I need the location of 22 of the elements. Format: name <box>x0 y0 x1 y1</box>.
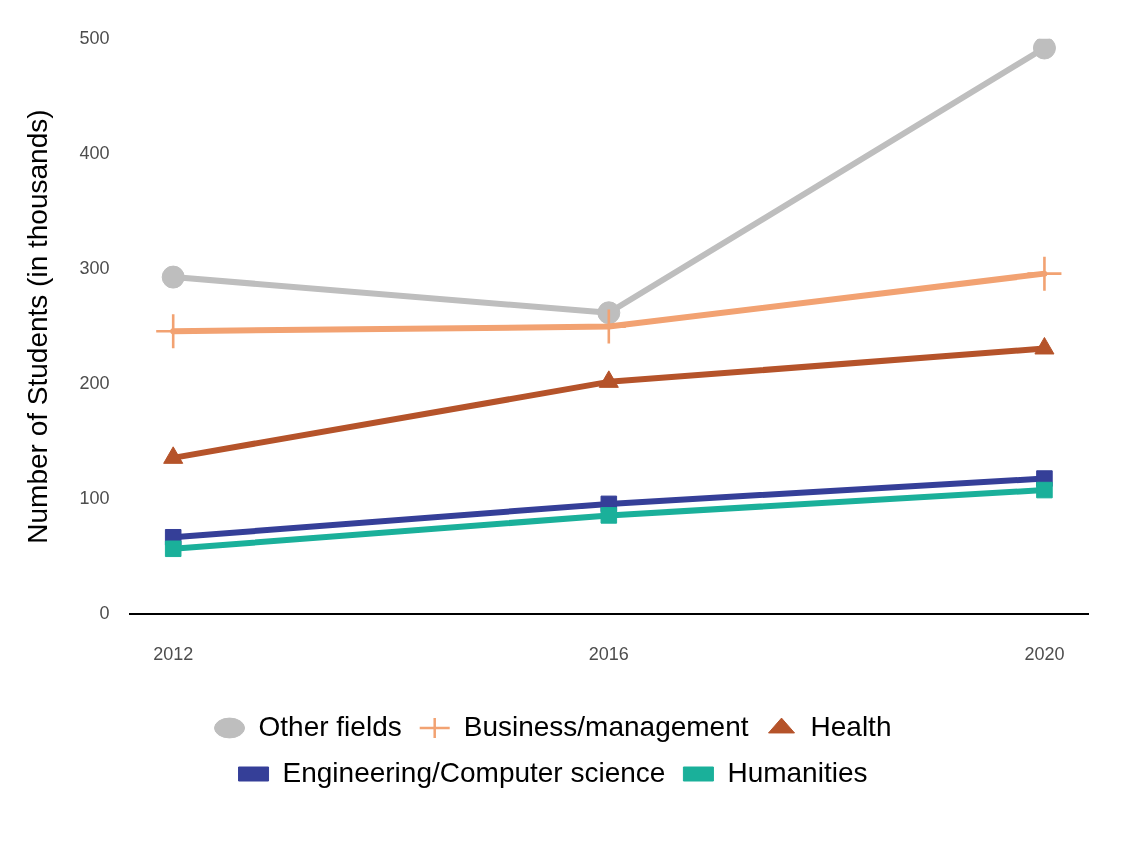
x-tick-label: 2016 <box>588 644 629 665</box>
point <box>600 507 618 524</box>
y-tick-label: 400 <box>79 142 110 163</box>
x-tick-label: 2012 <box>153 644 194 665</box>
y-tick-label: 500 <box>79 27 110 48</box>
y-tick-label: 100 <box>79 488 110 509</box>
y-tick-label: 0 <box>99 603 110 624</box>
legend-label: Engineering/Computer science <box>282 756 666 788</box>
point <box>161 265 185 289</box>
y-axis-title: Number of Students (in thousands) <box>21 109 53 544</box>
legend-label: Other fields <box>258 710 402 742</box>
legend-label: Humanities <box>727 756 868 788</box>
y-tick-label: 200 <box>79 373 110 394</box>
legend-label: Business/management <box>463 710 749 742</box>
point <box>164 540 182 558</box>
point <box>1036 481 1053 499</box>
x-tick-label: 2020 <box>1024 644 1065 665</box>
point <box>1032 38 1056 60</box>
point <box>1027 256 1062 291</box>
point <box>597 301 621 325</box>
y-tick-label: 300 <box>79 258 110 279</box>
legend-label: Health <box>810 710 892 742</box>
